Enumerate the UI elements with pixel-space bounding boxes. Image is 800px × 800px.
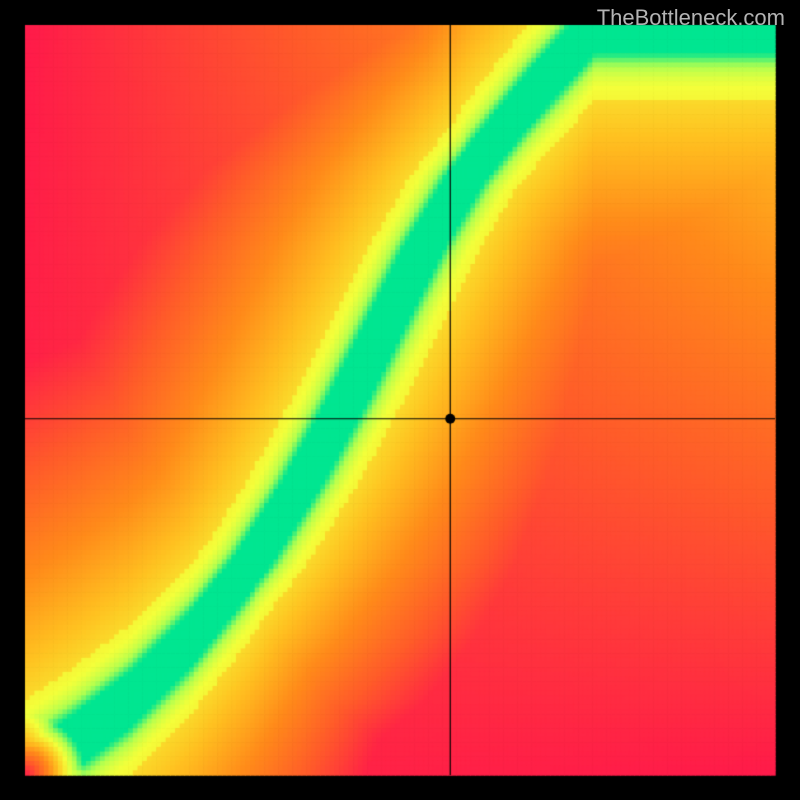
heatmap-canvas xyxy=(0,0,800,800)
watermark: TheBottleneck.com xyxy=(597,5,785,31)
